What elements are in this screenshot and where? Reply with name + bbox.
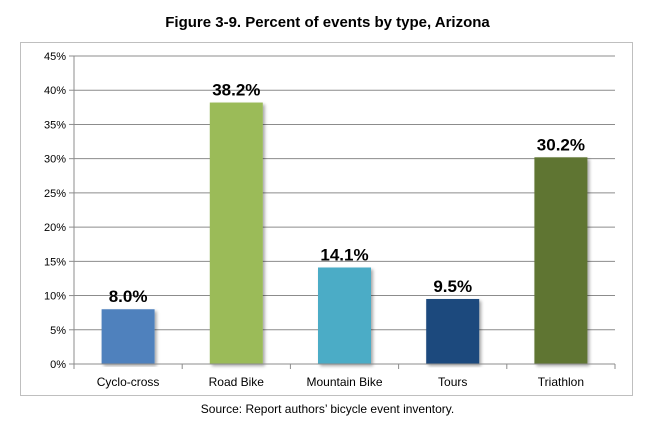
bar-mountain-bike <box>318 267 371 364</box>
x-axis: Cyclo-cross Road Bike Mountain Bike Tours Tr… <box>73 363 616 389</box>
x-tick-label: Tours <box>438 375 467 389</box>
y-tick-label: 0% <box>50 359 66 371</box>
y-tick-label: 10% <box>44 291 66 303</box>
data-label: 38.2% <box>212 81 260 100</box>
y-axis: 0% 5% 10% 15% 20% 25% 30% 35% 40% 45% <box>44 51 75 371</box>
y-tick-label: 30% <box>44 154 66 166</box>
source-caption: Source: Report authors’ bicycle event in… <box>200 402 455 416</box>
chart-frame <box>20 42 633 396</box>
y-tick-label: 20% <box>44 222 66 234</box>
bar-triathlon <box>534 157 588 364</box>
y-tick-label: 25% <box>44 188 66 200</box>
data-label: 8.0% <box>109 287 148 306</box>
data-label: 30.2% <box>537 135 585 154</box>
bar-tours <box>426 298 480 364</box>
x-tick-label: Mountain Bike <box>306 375 382 389</box>
data-label: 9.5% <box>433 277 472 296</box>
bar-cyclo-cross <box>101 309 155 364</box>
chart-title: Figure 3-9. Percent of events by type, A… <box>165 14 490 31</box>
x-tick-label: Road Bike <box>209 375 265 389</box>
y-tick-label: 15% <box>44 256 66 268</box>
y-tick-label: 45% <box>44 51 66 63</box>
bar-chart: 0% 5% 10% 15% 20% 25% 30% 35% 40% 45% 8.0% 38.2% 14… <box>44 51 616 389</box>
data-labels: 8.0% 38.2% 14.1% 9.5% 30.2% <box>109 81 585 307</box>
bar-road-bike <box>209 102 263 364</box>
y-tick-label: 35% <box>44 119 66 131</box>
y-tick-label: 5% <box>50 325 66 337</box>
bars <box>101 102 588 364</box>
data-label: 14.1% <box>320 245 368 264</box>
x-tick-label: Triathlon <box>538 375 584 389</box>
y-tick-label: 40% <box>44 85 66 97</box>
x-tick-label: Cyclo-cross <box>97 375 160 389</box>
